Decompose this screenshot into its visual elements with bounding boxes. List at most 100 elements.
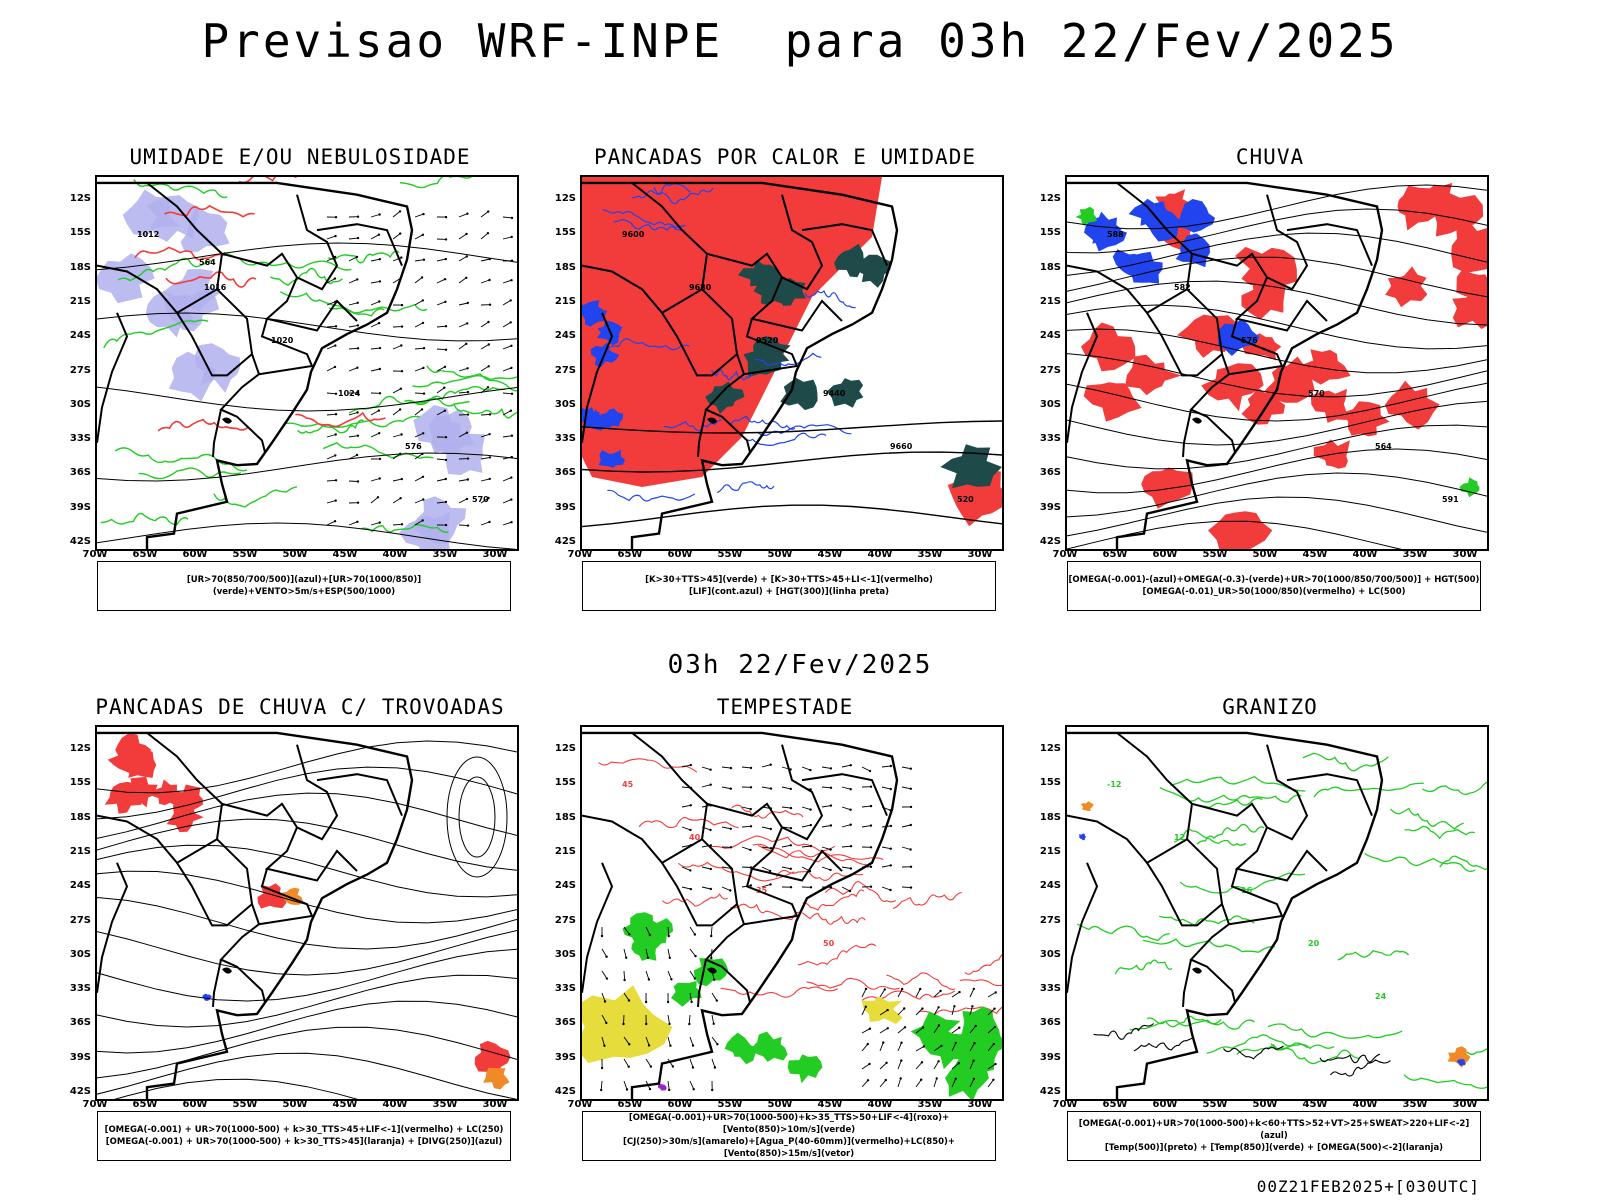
lon-label: 35W bbox=[432, 549, 458, 560]
wind-vector bbox=[436, 325, 447, 328]
wind-vector-head bbox=[510, 434, 514, 437]
wind-vector bbox=[370, 347, 381, 350]
lon-label: 55W bbox=[717, 1099, 743, 1110]
wind-vector bbox=[701, 886, 711, 890]
country-state-border bbox=[97, 862, 129, 993]
wind-vector bbox=[326, 500, 336, 504]
wind-vector bbox=[689, 1058, 694, 1068]
humidity-area bbox=[163, 288, 220, 332]
wind-vector bbox=[392, 434, 402, 438]
wind-vector-head bbox=[356, 434, 360, 437]
lat-label: 39S bbox=[554, 501, 576, 513]
precipitable-water-contour bbox=[892, 891, 962, 909]
wind-vector-head bbox=[974, 1024, 977, 1028]
wind-vector-head bbox=[421, 475, 425, 478]
lon-label: 60W bbox=[667, 549, 693, 560]
map-canvas: 588 582 576 570 564 591 bbox=[1067, 181, 1487, 549]
wind-vector-head bbox=[889, 787, 892, 791]
humidity-contour-green bbox=[279, 291, 385, 317]
lat-label: 33S bbox=[554, 983, 576, 995]
wind-vector bbox=[741, 825, 752, 828]
wind-vector-head bbox=[400, 344, 403, 347]
wind-vector bbox=[480, 365, 489, 372]
panel-granizo: GRANIZO -12 12 16 20 24 [OMEGA(-0.001)+UR>70… bbox=[1025, 695, 1515, 1170]
lat-label: 24S bbox=[69, 880, 91, 892]
wind-vector bbox=[861, 988, 867, 998]
temp850-contour-green bbox=[1267, 1023, 1403, 1039]
wind-vector-head bbox=[712, 1022, 715, 1025]
wind-vector-head bbox=[769, 827, 772, 831]
wind-vector-head bbox=[422, 498, 425, 501]
lake bbox=[707, 967, 717, 974]
wind-vector-head bbox=[868, 1027, 872, 1030]
wind-vector-head bbox=[889, 764, 893, 768]
wind-vector bbox=[601, 1036, 605, 1046]
wind-vector bbox=[392, 233, 401, 240]
storm-area-purple bbox=[657, 1084, 667, 1091]
omega-area-orange bbox=[1447, 1046, 1471, 1068]
panel-legend: [K>30+TTS>45](verde) + [K>30+TTS>45+LI<-… bbox=[582, 561, 996, 611]
wind-vector-head bbox=[486, 232, 490, 235]
storm-area-red bbox=[173, 784, 203, 815]
wind-vector bbox=[348, 256, 358, 262]
wind-vector bbox=[458, 343, 467, 350]
wind-vector-head bbox=[356, 236, 360, 240]
jet-area-yellow bbox=[861, 996, 903, 1024]
contour-label: 576 bbox=[405, 442, 422, 451]
wind-vector bbox=[721, 866, 731, 869]
lif-area-blue bbox=[582, 307, 608, 327]
wind-vector bbox=[414, 277, 423, 284]
humidity-contour-green bbox=[348, 395, 470, 414]
lif-area-blue bbox=[600, 408, 624, 429]
lat-label: 12S bbox=[554, 193, 576, 204]
wind-vector bbox=[392, 523, 403, 526]
wind-vector-head bbox=[713, 978, 716, 981]
wind-vector bbox=[480, 344, 490, 350]
temp850-contour-green bbox=[1403, 1074, 1487, 1089]
wind-vector bbox=[901, 786, 911, 790]
wind-vector bbox=[348, 521, 358, 526]
wind-vector-head bbox=[444, 436, 448, 439]
lon-label: 45W bbox=[1302, 549, 1328, 560]
wind-vector-head bbox=[487, 320, 490, 324]
wind-vector bbox=[414, 453, 423, 460]
wind-vector-head bbox=[356, 391, 360, 395]
wind-vector-head bbox=[487, 365, 490, 368]
lif-contour-blue bbox=[632, 183, 691, 199]
contour-label: 588 bbox=[1107, 230, 1124, 239]
legend-line-2: [CJ(250)>30m/s](amarelo)+[Agua_P(40-60mm… bbox=[622, 1137, 956, 1159]
coastline bbox=[97, 731, 414, 1099]
wind-vector-head bbox=[465, 255, 468, 258]
wind-vector-head bbox=[849, 788, 852, 791]
wind-vector-head bbox=[909, 805, 913, 809]
lif-contour-blue bbox=[602, 208, 686, 229]
country-state-border bbox=[801, 773, 888, 816]
wind-vector-head bbox=[849, 867, 853, 870]
wind-vector bbox=[458, 391, 469, 394]
wind-vector bbox=[326, 301, 336, 306]
wind-vector bbox=[458, 302, 468, 306]
lon-label: 50W bbox=[282, 549, 308, 560]
wind-vector bbox=[414, 213, 424, 218]
country-state-border bbox=[1067, 312, 1099, 443]
lon-label: 65W bbox=[617, 549, 643, 560]
temp850-contour-green bbox=[1404, 825, 1475, 840]
wind-vector bbox=[370, 496, 379, 504]
country-state-border bbox=[264, 827, 358, 882]
wind-vector bbox=[821, 786, 832, 789]
temp850-contour-green bbox=[1159, 915, 1255, 927]
wind-vector-head bbox=[693, 977, 697, 980]
wind-vector-head bbox=[889, 824, 893, 828]
wind-vector-head bbox=[378, 346, 382, 350]
lon-label: 40W bbox=[382, 549, 408, 560]
wind-vector bbox=[623, 926, 630, 935]
country-state-border bbox=[316, 773, 403, 816]
wind-vector bbox=[933, 1025, 940, 1034]
lon-label: 45W bbox=[817, 549, 843, 560]
wind-vector-head bbox=[378, 457, 382, 461]
wind-vector bbox=[623, 1036, 630, 1045]
thickness-contour-red bbox=[157, 418, 249, 432]
wind-vector-head bbox=[356, 215, 360, 218]
hgt-contour bbox=[582, 451, 1002, 473]
wind-vector-head bbox=[972, 1077, 976, 1081]
